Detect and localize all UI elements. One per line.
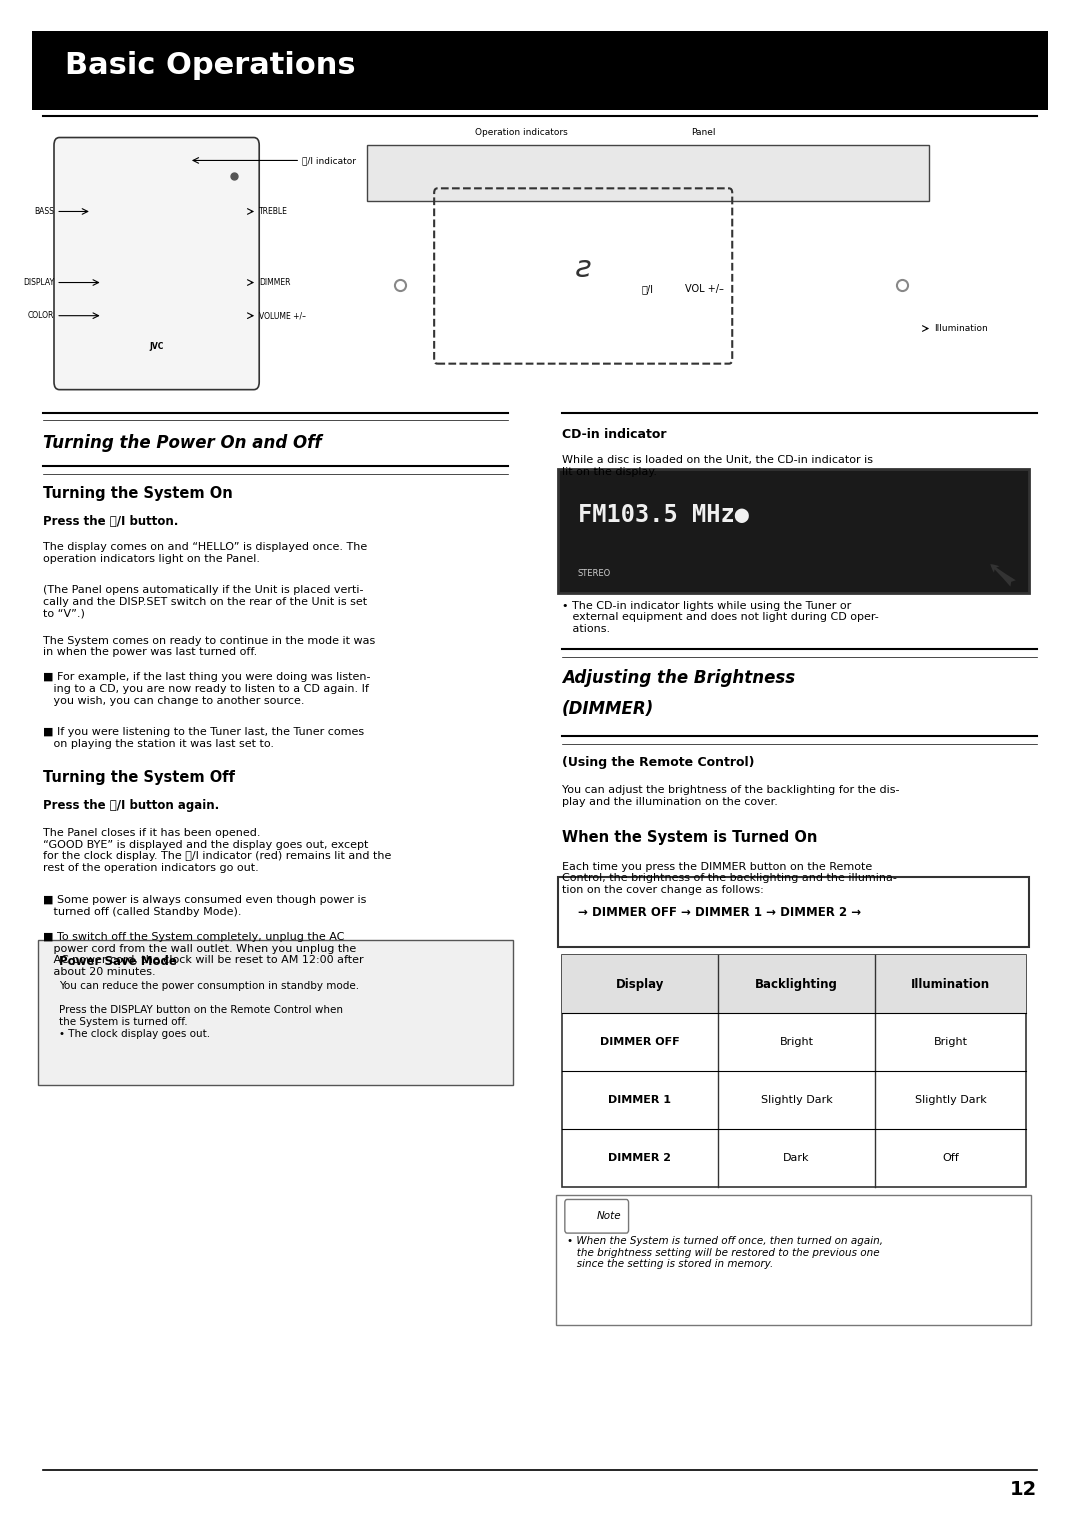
Text: DIMMER 1: DIMMER 1	[608, 1096, 672, 1105]
Text: (The Panel opens automatically if the Unit is placed verti-
cally and the DISP.S: (The Panel opens automatically if the Un…	[43, 585, 367, 619]
Text: Turning the Power On and Off: Turning the Power On and Off	[43, 434, 322, 452]
Text: Panel: Panel	[691, 128, 716, 138]
Text: DIMMER: DIMMER	[259, 278, 291, 287]
Text: You can reduce the power consumption in standby mode.: You can reduce the power consumption in …	[59, 981, 360, 992]
FancyBboxPatch shape	[558, 877, 1029, 947]
Text: (DIMMER): (DIMMER)	[562, 700, 653, 718]
Text: FM103.5 MHz●: FM103.5 MHz●	[578, 503, 748, 527]
FancyBboxPatch shape	[562, 955, 1026, 1013]
Text: ■ Some power is always consumed even though power is
   turned off (called Stand: ■ Some power is always consumed even tho…	[43, 895, 366, 917]
Text: • The CD-in indicator lights while using the Tuner or
   external equipment and : • The CD-in indicator lights while using…	[562, 601, 878, 634]
FancyBboxPatch shape	[562, 955, 1026, 1187]
Text: DIMMER OFF: DIMMER OFF	[600, 1038, 679, 1047]
Text: ⏻/I: ⏻/I	[642, 284, 654, 295]
FancyBboxPatch shape	[556, 1195, 1031, 1325]
Text: Basic Operations: Basic Operations	[65, 52, 355, 79]
FancyBboxPatch shape	[558, 469, 1029, 593]
Text: The display comes on and “HELLO” is displayed once. The
operation indicators lig: The display comes on and “HELLO” is disp…	[43, 542, 367, 564]
Text: Slightly Dark: Slightly Dark	[915, 1096, 986, 1105]
FancyBboxPatch shape	[32, 31, 1048, 110]
Text: Dark: Dark	[783, 1154, 810, 1163]
Text: DIMMER 2: DIMMER 2	[608, 1154, 672, 1163]
Text: STEREO: STEREO	[578, 568, 611, 578]
Text: ■ To switch off the System completely, unplug the AC
   power cord from the wall: ■ To switch off the System completely, u…	[43, 932, 364, 976]
Text: The Panel closes if it has been opened.
“GOOD BYE” is displayed and the display : The Panel closes if it has been opened. …	[43, 828, 392, 872]
Text: Off: Off	[942, 1154, 959, 1163]
Text: Press the ⏻/I button again.: Press the ⏻/I button again.	[43, 799, 219, 813]
Text: While a disc is loaded on the Unit, the CD-in indicator is
lit on the display.: While a disc is loaded on the Unit, the …	[562, 455, 873, 477]
Text: • When the System is turned off once, then turned on again,
   the brightness se: • When the System is turned off once, th…	[567, 1236, 883, 1270]
Text: Backlighting: Backlighting	[755, 978, 838, 990]
Text: Illumination: Illumination	[934, 324, 988, 333]
Text: Slightly Dark: Slightly Dark	[760, 1096, 833, 1105]
Text: Turning the System Off: Turning the System Off	[43, 770, 235, 785]
Text: Bright: Bright	[933, 1038, 968, 1047]
Text: Display: Display	[616, 978, 664, 990]
FancyBboxPatch shape	[565, 1199, 629, 1233]
Text: Adjusting the Brightness: Adjusting the Brightness	[562, 669, 795, 688]
Text: TREBLE: TREBLE	[259, 206, 288, 215]
Text: → DIMMER OFF → DIMMER 1 → DIMMER 2 →: → DIMMER OFF → DIMMER 1 → DIMMER 2 →	[578, 906, 861, 918]
Text: BASS: BASS	[35, 206, 54, 215]
Text: VOLUME +/–: VOLUME +/–	[259, 312, 307, 321]
Text: ⏻/I indicator: ⏻/I indicator	[302, 156, 356, 165]
Text: The System comes on ready to continue in the mode it was
in when the power was l: The System comes on ready to continue in…	[43, 636, 376, 657]
FancyBboxPatch shape	[38, 940, 513, 1085]
Text: Power Save Mode: Power Save Mode	[59, 955, 177, 969]
FancyBboxPatch shape	[367, 145, 929, 200]
Text: COLOR: COLOR	[28, 312, 54, 321]
FancyBboxPatch shape	[54, 138, 259, 390]
Text: Operation indicators: Operation indicators	[475, 128, 568, 138]
Text: When the System is Turned On: When the System is Turned On	[562, 830, 816, 845]
Text: 12: 12	[1010, 1481, 1037, 1499]
Text: Turning the System On: Turning the System On	[43, 486, 233, 501]
Text: JVC: JVC	[149, 342, 164, 351]
Text: Illumination: Illumination	[910, 978, 990, 990]
Text: You can adjust the brightness of the backlighting for the dis-
play and the illu: You can adjust the brightness of the bac…	[562, 785, 899, 807]
Text: Press the DISPLAY button on the Remote Control when
the System is turned off.
• : Press the DISPLAY button on the Remote C…	[59, 1005, 343, 1039]
Text: DISPLAY: DISPLAY	[23, 278, 54, 287]
Text: ƨ: ƨ	[576, 254, 591, 283]
Text: Press the ⏻/I button.: Press the ⏻/I button.	[43, 515, 178, 529]
Text: VOL +/–: VOL +/–	[685, 284, 724, 295]
Text: Note: Note	[597, 1212, 621, 1221]
Text: Bright: Bright	[780, 1038, 813, 1047]
Text: Each time you press the DIMMER button on the Remote
Control, the brightness of t: Each time you press the DIMMER button on…	[562, 862, 896, 895]
Text: CD-in indicator: CD-in indicator	[562, 428, 666, 442]
Text: ■ For example, if the last thing you were doing was listen-
   ing to a CD, you : ■ For example, if the last thing you wer…	[43, 672, 370, 706]
Text: (Using the Remote Control): (Using the Remote Control)	[562, 756, 754, 770]
Text: ■ If you were listening to the Tuner last, the Tuner comes
   on playing the sta: ■ If you were listening to the Tuner las…	[43, 727, 364, 749]
